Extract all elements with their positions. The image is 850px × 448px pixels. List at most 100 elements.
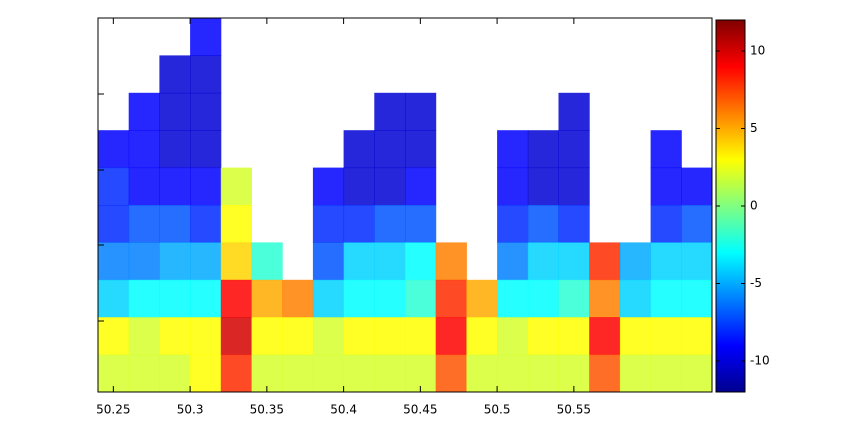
heatmap-cell: [405, 167, 437, 206]
heatmap-cell: [497, 354, 529, 393]
heatmap-cell: [405, 130, 437, 169]
heatmap-cell: [466, 317, 498, 356]
x-tick-label: 50.55: [557, 403, 591, 417]
heatmap-cell: [159, 92, 191, 131]
heatmap-cell: [374, 167, 406, 206]
colorbar-tick-label: 5: [750, 121, 758, 135]
heatmap-cell: [190, 205, 222, 243]
heatmap-cell: [128, 205, 160, 243]
heatmap-cell: [220, 205, 252, 243]
heatmap-cell: [681, 242, 713, 281]
heatmap-cell: [190, 354, 222, 393]
heatmap-cell: [435, 317, 467, 356]
heatmap-cell: [650, 130, 682, 169]
heatmap-cell: [312, 242, 345, 281]
heatmap-cell: [374, 242, 406, 281]
heatmap-cell: [251, 279, 283, 318]
heatmap-cell: [527, 279, 559, 318]
heatmap-cell: [190, 279, 222, 318]
heatmap-cell: [374, 205, 406, 243]
heatmap-cell: [343, 130, 375, 169]
heatmap-cell: [282, 317, 314, 356]
heatmap-cell: [159, 279, 191, 318]
heatmap-cell: [558, 279, 590, 318]
heatmap-cell: [312, 279, 345, 318]
heatmap-cell: [251, 242, 283, 281]
heatmap-cell: [98, 317, 130, 356]
heatmap-cell: [343, 354, 375, 393]
heatmap-cell: [527, 130, 559, 169]
heatmap-cell: [650, 242, 682, 281]
heatmap-cell: [220, 279, 252, 318]
x-tick-label: 50.4: [330, 403, 357, 417]
heatmap-cell: [98, 242, 130, 281]
heatmap-cell: [128, 279, 160, 318]
heatmap-cell: [282, 279, 314, 318]
heatmap-cell: [405, 279, 437, 318]
heatmap-cell: [312, 317, 345, 356]
heatmap-cell: [343, 205, 375, 243]
heatmap-cell: [190, 167, 222, 206]
heatmap-cell: [558, 317, 590, 356]
heatmap-cell: [220, 242, 252, 281]
heatmap-cell: [128, 167, 160, 206]
heatmap-cell: [619, 242, 652, 281]
heatmap-cell: [190, 92, 222, 131]
heatmap-cell: [527, 205, 559, 243]
x-tick-label: 50.25: [96, 403, 130, 417]
heatmap-cell: [190, 55, 222, 94]
heatmap-cell: [159, 205, 191, 243]
x-tick-label: 50.3: [177, 403, 204, 417]
heatmap-cell: [98, 167, 130, 206]
heatmap-cell: [558, 130, 590, 169]
heatmap-cell: [159, 354, 191, 393]
heatmap-cell: [466, 279, 498, 318]
heatmap-cell: [220, 354, 252, 393]
heatmap-cell: [681, 317, 713, 356]
heatmap-cell: [527, 242, 559, 281]
heatmap-cell: [619, 279, 652, 318]
heatmap-cell: [681, 279, 713, 318]
heatmap-cell: [159, 317, 191, 356]
colorbar-tick-label: -5: [750, 276, 762, 290]
heatmap-cell: [98, 205, 130, 243]
heatmap-cell: [190, 317, 222, 356]
y-axis-ticks: [98, 93, 104, 322]
heatmap-cell: [650, 205, 682, 243]
heatmap-cell: [159, 130, 191, 169]
heatmap-cell: [98, 130, 130, 169]
heatmap-cell: [650, 167, 682, 206]
heatmap-cell: [343, 167, 375, 206]
heatmap-cell: [220, 317, 252, 356]
x-tick-label: 50.35: [250, 403, 284, 417]
heatmap-cell: [128, 242, 160, 281]
heatmap-cell: [558, 242, 590, 281]
heatmap-cell: [589, 242, 621, 281]
x-tick-label: 50.5: [484, 403, 511, 417]
heatmap-cell: [128, 317, 160, 356]
heatmap-cell: [312, 205, 345, 243]
heatmap-cell: [190, 242, 222, 281]
heatmap-cell: [619, 354, 652, 393]
heatmap-cell: [312, 354, 345, 393]
heatmap-cell: [589, 279, 621, 318]
heatmap-cell: [190, 130, 222, 169]
heatmap-cell: [159, 242, 191, 281]
heatmap-cell: [405, 92, 437, 131]
heatmap-cell: [497, 242, 529, 281]
heatmap-cell: [497, 317, 529, 356]
heatmap-cell: [497, 130, 529, 169]
heatmap-cell: [589, 317, 621, 356]
colorbar-tick-label: 10: [750, 44, 765, 58]
heatmap-cell: [681, 205, 713, 243]
heatmap-cell: [251, 317, 283, 356]
heatmap-cell: [128, 354, 160, 393]
heatmap-cell: [374, 354, 406, 393]
heatmap-cell: [374, 92, 406, 131]
heatmap-cell: [282, 354, 314, 393]
heatmap-cell: [128, 92, 160, 131]
heatmap-cell: [527, 167, 559, 206]
heatmap-cell: [343, 317, 375, 356]
heatmap-cell: [435, 279, 467, 318]
